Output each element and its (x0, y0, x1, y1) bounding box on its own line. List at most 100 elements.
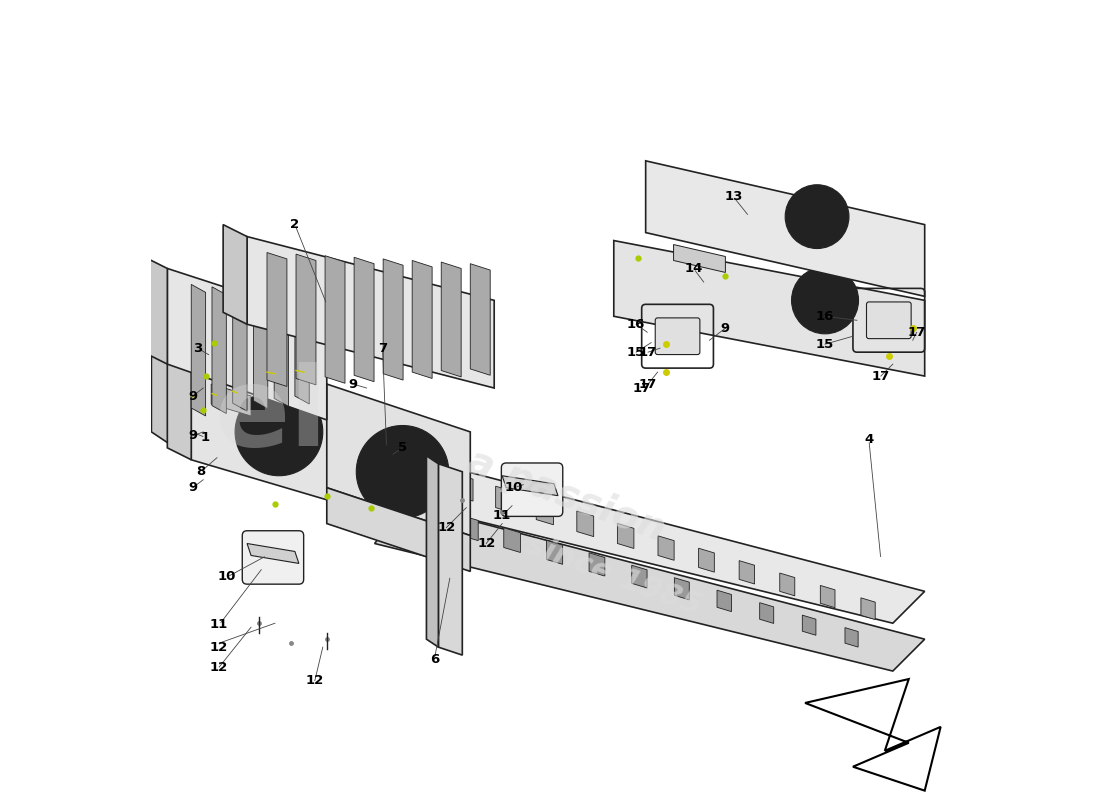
Polygon shape (441, 262, 461, 377)
Text: 9: 9 (349, 378, 358, 390)
Circle shape (798, 273, 852, 328)
Polygon shape (223, 225, 248, 324)
Polygon shape (383, 259, 403, 380)
Polygon shape (455, 474, 473, 501)
Polygon shape (760, 602, 773, 623)
Polygon shape (802, 615, 816, 635)
Polygon shape (698, 548, 714, 572)
Polygon shape (861, 598, 876, 619)
Polygon shape (631, 566, 647, 588)
Polygon shape (461, 515, 478, 541)
Text: 4: 4 (865, 434, 873, 446)
Circle shape (241, 394, 317, 470)
Text: 9: 9 (188, 430, 197, 442)
Polygon shape (248, 543, 299, 563)
Text: since 1985: since 1985 (522, 530, 705, 621)
Text: 15: 15 (816, 338, 834, 350)
Polygon shape (248, 237, 494, 388)
Polygon shape (739, 561, 755, 584)
Polygon shape (296, 254, 316, 385)
Text: 17: 17 (908, 326, 926, 338)
Polygon shape (471, 264, 491, 375)
Polygon shape (780, 573, 795, 596)
Polygon shape (354, 258, 374, 382)
Text: 12: 12 (477, 537, 495, 550)
Text: 12: 12 (210, 641, 229, 654)
Polygon shape (274, 294, 288, 406)
Circle shape (235, 388, 322, 476)
Text: 11: 11 (210, 618, 229, 631)
Text: 12: 12 (306, 674, 323, 687)
Text: 8: 8 (196, 466, 206, 478)
Polygon shape (845, 628, 858, 647)
Polygon shape (212, 286, 227, 414)
Circle shape (791, 190, 844, 243)
Polygon shape (211, 384, 251, 416)
Text: 17: 17 (871, 370, 890, 382)
Polygon shape (375, 456, 925, 623)
Polygon shape (143, 257, 167, 364)
Polygon shape (191, 364, 366, 512)
Polygon shape (191, 285, 206, 416)
Text: 9: 9 (188, 481, 197, 494)
Text: 7: 7 (378, 342, 387, 354)
Circle shape (363, 432, 442, 512)
Polygon shape (576, 511, 594, 537)
Polygon shape (267, 253, 287, 386)
Polygon shape (326, 256, 345, 383)
Polygon shape (327, 384, 471, 535)
Polygon shape (439, 464, 462, 655)
Circle shape (356, 426, 449, 518)
Text: 3: 3 (192, 342, 202, 354)
Circle shape (792, 267, 858, 334)
FancyBboxPatch shape (242, 530, 304, 584)
Text: 17: 17 (639, 378, 657, 390)
FancyBboxPatch shape (502, 463, 563, 516)
Polygon shape (412, 261, 432, 378)
Polygon shape (167, 352, 191, 460)
Text: 11: 11 (493, 509, 512, 522)
Text: a passion: a passion (462, 442, 670, 549)
Polygon shape (590, 553, 605, 576)
Polygon shape (547, 540, 562, 564)
Text: 6: 6 (430, 653, 439, 666)
Polygon shape (152, 320, 175, 448)
Text: 10: 10 (218, 570, 236, 583)
Polygon shape (504, 528, 520, 553)
Text: 9: 9 (188, 390, 197, 402)
Polygon shape (233, 289, 248, 411)
Polygon shape (674, 578, 690, 600)
FancyBboxPatch shape (656, 318, 700, 354)
Polygon shape (614, 241, 925, 376)
Polygon shape (427, 456, 439, 647)
Polygon shape (327, 488, 471, 571)
Text: 17: 17 (632, 382, 651, 394)
Polygon shape (253, 291, 267, 409)
Polygon shape (175, 336, 327, 496)
Polygon shape (167, 269, 327, 420)
Text: 15: 15 (627, 346, 646, 358)
Polygon shape (295, 296, 309, 404)
Text: 9: 9 (720, 322, 730, 334)
Text: 16: 16 (816, 310, 834, 322)
Polygon shape (717, 590, 732, 612)
Polygon shape (536, 498, 553, 525)
Text: 2: 2 (290, 218, 299, 231)
Polygon shape (617, 523, 634, 549)
Text: 12: 12 (437, 521, 455, 534)
Text: 13: 13 (724, 190, 743, 203)
Polygon shape (821, 586, 835, 608)
Polygon shape (415, 462, 432, 490)
Polygon shape (418, 503, 436, 529)
Polygon shape (503, 476, 558, 496)
Polygon shape (496, 486, 514, 513)
Polygon shape (207, 364, 271, 408)
Polygon shape (658, 536, 674, 560)
Text: 14: 14 (684, 262, 703, 275)
Text: 1: 1 (201, 431, 210, 444)
Polygon shape (375, 504, 925, 671)
Text: 16: 16 (627, 318, 646, 330)
Circle shape (785, 185, 849, 249)
Text: el: el (214, 362, 328, 470)
Text: 10: 10 (505, 481, 524, 494)
